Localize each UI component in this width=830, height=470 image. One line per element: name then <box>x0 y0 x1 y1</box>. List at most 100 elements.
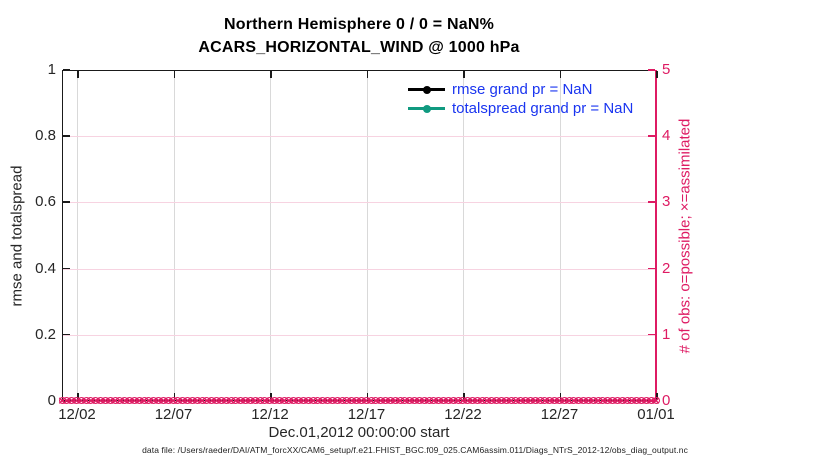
assimilated-obs-marker: × <box>632 393 641 408</box>
assimilated-obs-marker: × <box>207 393 216 408</box>
legend-line-sample <box>408 104 445 113</box>
assimilated-obs-marker: × <box>560 393 569 408</box>
right-y-tick-label: 2 <box>662 259 671 277</box>
x-tick-top <box>270 71 272 78</box>
assimilated-obs-marker: × <box>280 393 288 408</box>
assimilated-obs-marker: × <box>72 393 81 408</box>
assimilated-obs-marker: × <box>352 393 361 408</box>
assimilated-obs-marker: × <box>434 393 443 408</box>
assimilated-obs-marker: × <box>488 393 496 408</box>
horizontal-gridline <box>63 202 655 204</box>
assimilated-obs-marker: × <box>222 393 230 408</box>
assimilated-obs-marker: × <box>140 393 148 408</box>
right-y-axis-label: # of obs: o=possible; ×=assimilated <box>676 118 694 354</box>
right-y-tick-label: 4 <box>662 127 671 145</box>
assimilated-obs-marker: × <box>444 393 453 408</box>
vertical-gridline <box>463 71 464 400</box>
assimilated-obs-marker: × <box>275 393 284 408</box>
right-y-tick <box>648 333 655 336</box>
assimilated-obs-marker: × <box>420 393 428 408</box>
assimilated-obs-marker: × <box>492 393 501 408</box>
assimilated-obs-marker: × <box>106 393 115 408</box>
right-y-tick <box>648 135 655 137</box>
assimilated-obs-marker: × <box>125 393 134 408</box>
assimilated-obs-marker: × <box>386 393 395 408</box>
assimilated-obs-marker: × <box>459 393 467 408</box>
assimilated-obs-marker: × <box>333 393 342 408</box>
assimilated-obs-marker: × <box>87 393 95 408</box>
assimilated-obs-marker: × <box>415 393 424 408</box>
assimilated-obs-marker: × <box>116 393 124 408</box>
assimilated-obs-marker: × <box>130 393 139 408</box>
assimilated-obs-marker: × <box>135 393 144 408</box>
assimilated-obs-marker: × <box>198 393 206 408</box>
assimilated-obs-marker: × <box>454 393 462 408</box>
assimilated-obs-marker: × <box>362 393 371 408</box>
left-y-tick <box>63 69 70 71</box>
left-y-tick-label: 1 <box>47 61 56 78</box>
left-y-tick-label: 0.2 <box>35 325 56 343</box>
vertical-gridline <box>559 71 561 400</box>
left-y-tick-label: 0.8 <box>35 127 56 145</box>
assimilated-obs-marker: × <box>647 393 655 408</box>
assimilated-obs-marker: × <box>579 393 588 408</box>
assimilated-obs-marker: × <box>217 393 226 408</box>
assimilated-obs-marker: × <box>372 393 380 408</box>
assimilated-obs-marker: × <box>314 393 322 408</box>
assimilated-obs-marker: × <box>227 393 235 408</box>
assimilated-obs-marker: × <box>623 393 631 408</box>
x-tick-label: 12/07 <box>154 406 193 423</box>
assimilated-obs-marker: × <box>405 393 414 408</box>
legend-item-label: rmse grand pr = NaN <box>452 81 593 98</box>
assimilated-obs-marker: × <box>367 393 375 408</box>
x-tick-label: 12/22 <box>444 406 482 423</box>
assimilated-obs-marker: × <box>401 393 409 408</box>
assimilated-obs-marker: × <box>642 393 651 408</box>
assimilated-obs-marker: × <box>290 393 298 408</box>
assimilated-obs-marker: × <box>536 393 544 408</box>
assimilated-obs-marker: × <box>463 393 472 408</box>
assimilated-obs-marker: × <box>613 393 622 408</box>
assimilated-obs-marker: × <box>483 393 491 408</box>
vertical-gridline <box>270 71 271 400</box>
left-y-tick <box>63 201 70 203</box>
right-y-tick <box>648 69 655 71</box>
assimilated-obs-marker: × <box>77 393 86 408</box>
assimilated-obs-marker: × <box>178 393 187 408</box>
assimilated-obs-marker: × <box>328 393 337 408</box>
assimilated-obs-marker: × <box>652 393 660 408</box>
assimilated-obs-marker: × <box>565 393 573 408</box>
left-y-tick-label: 0 <box>47 392 56 409</box>
x-tick-top <box>173 71 175 78</box>
assimilated-obs-marker: × <box>570 393 578 408</box>
assimilated-obs-marker: × <box>96 393 105 408</box>
assimilated-obs-marker: × <box>497 393 506 408</box>
assimilated-obs-marker: × <box>212 393 221 408</box>
assimilated-obs-marker: × <box>618 393 626 408</box>
x-tick-label: 12/02 <box>58 406 96 423</box>
horizontal-gridline <box>63 268 655 270</box>
assimilated-obs-marker: × <box>120 393 129 408</box>
assimilated-obs-marker: × <box>299 393 308 408</box>
assimilated-obs-marker: × <box>376 393 385 408</box>
left-y-tick <box>63 135 70 137</box>
assimilated-obs-marker: × <box>318 393 327 408</box>
x-tick-bottom <box>559 393 561 400</box>
assimilated-obs-marker: × <box>111 393 119 408</box>
assimilated-obs-marker: × <box>391 393 400 408</box>
assimilated-obs-marker: × <box>338 393 346 408</box>
assimilated-obs-marker: × <box>159 393 168 408</box>
assimilated-obs-marker: × <box>574 393 583 408</box>
assimilated-obs-marker: × <box>516 393 525 408</box>
assimilated-obs-marker: × <box>584 393 593 408</box>
assimilated-obs-marker: × <box>92 393 100 408</box>
x-tick-top <box>559 71 561 78</box>
x-tick-bottom <box>463 393 465 400</box>
x-tick-label: 12/27 <box>540 406 579 423</box>
assimilated-obs-marker: × <box>550 393 559 408</box>
assimilated-obs-marker: × <box>63 393 71 408</box>
assimilated-obs-marker: × <box>439 393 448 408</box>
assimilated-obs-marker: × <box>193 393 202 408</box>
assimilated-obs-marker: × <box>410 393 419 408</box>
assimilated-obs-marker: × <box>58 393 66 408</box>
